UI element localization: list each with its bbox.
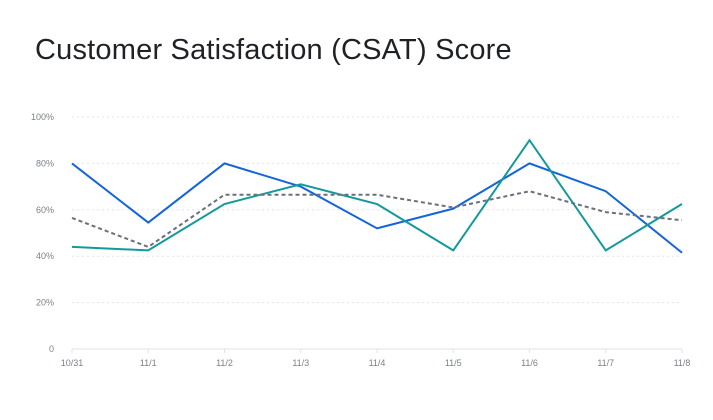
series-line-3 <box>71 190 683 249</box>
x-tick-label: 11/7 <box>597 358 614 368</box>
x-tick-label: 11/6 <box>521 358 538 368</box>
y-tick-label: 20% <box>36 298 54 308</box>
y-tick-label: 0 <box>49 344 54 354</box>
x-tick-label: 10/31 <box>61 358 84 368</box>
chart-title: Customer Satisfaction (CSAT) Score <box>35 34 512 66</box>
x-tick-label: 11/4 <box>369 358 386 368</box>
y-tick-label: 80% <box>36 158 54 168</box>
y-tick-label: 60% <box>36 205 54 215</box>
x-tick-label: 11/1 <box>140 358 157 368</box>
x-tick-label: 11/5 <box>445 358 462 368</box>
x-tick-label: 11/2 <box>216 358 233 368</box>
x-tick-label: 11/3 <box>292 358 309 368</box>
y-tick-label: 40% <box>36 251 54 261</box>
x-tick-label: 11/8 <box>674 358 691 368</box>
series-line-1 <box>71 162 683 254</box>
y-tick-label: 100% <box>31 112 54 122</box>
series-line-2 <box>71 138 683 252</box>
